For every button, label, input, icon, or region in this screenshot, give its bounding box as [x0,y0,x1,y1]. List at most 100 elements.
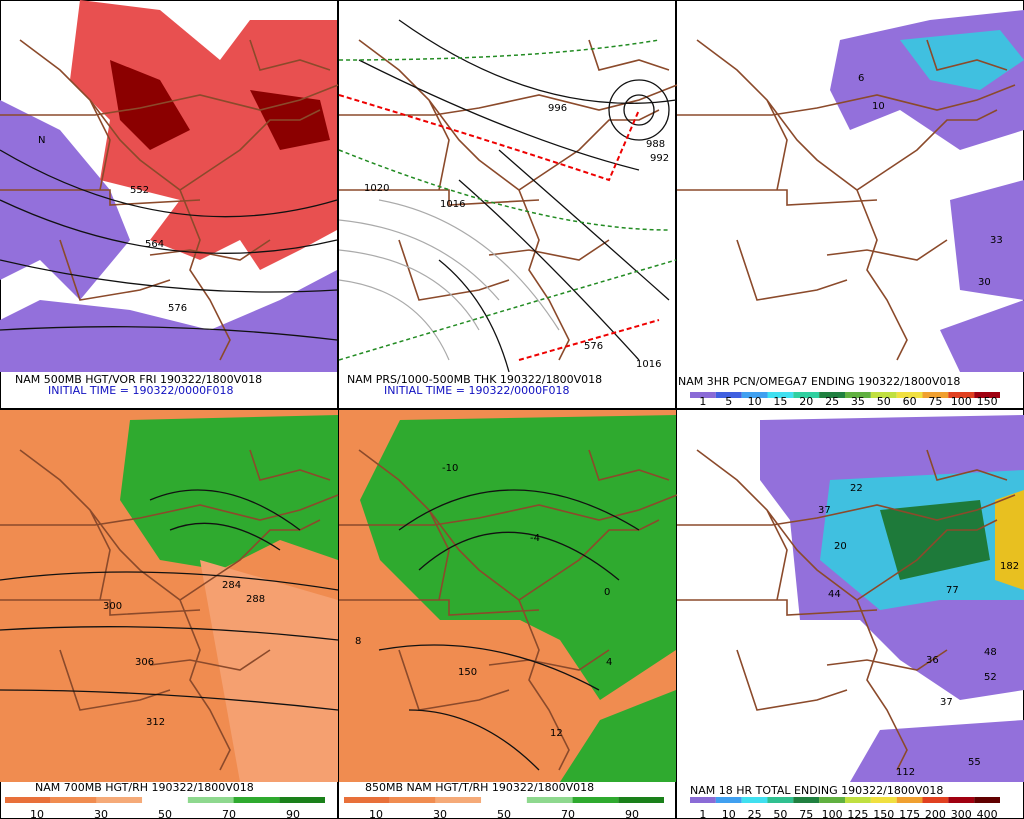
contour-label: 37 [818,505,831,516]
legend-label: 10 [748,395,762,408]
legend-swatch [715,392,742,398]
contour-label: -10 [442,463,458,474]
contour-label: 112 [896,767,915,778]
contour-label: 300 [103,601,122,612]
legend-swatch [767,392,794,398]
legend-label: 60 [903,395,917,408]
legend-swatch [96,797,143,803]
legend-swatch [741,392,768,398]
legend-swatch [5,797,51,803]
contour-label: 576 [584,341,603,352]
legend-label: 5 [725,395,732,408]
contour-label: 48 [984,647,997,658]
contour-label: 306 [135,657,154,668]
legend-swatch [922,797,949,803]
legend-swatch [481,797,527,803]
legend-swatch [233,797,280,803]
contour-label: 284 [222,580,241,591]
contour-label: 564 [145,239,164,250]
contour-label: 576 [168,303,187,314]
legend-swatch [767,797,794,803]
legend-label: 75 [799,808,813,819]
panel-title: 850MB NAM HGT/T/RH 190322/1800V018 [365,781,594,794]
contour-label: 4 [606,657,612,668]
legend-swatch [142,797,188,803]
panel-title: NAM 700MB HGT/RH 190322/1800V018 [35,781,254,794]
contour-label: 0 [604,587,610,598]
legend-label: 150 [977,395,998,408]
legend-swatch [845,797,871,803]
legend-swatch [922,392,949,398]
contour-label: 36 [926,655,939,666]
legend-label: 1 [699,808,706,819]
legend-swatch [896,392,923,398]
legend-label: 50 [773,808,787,819]
contour-label: 77 [946,585,959,596]
legend-label: 90 [286,808,300,819]
panel-title: NAM 3HR PCN/OMEGA7 ENDING 190322/1800V01… [678,375,960,388]
contour-label: N [38,135,45,146]
legend-label: 25 [748,808,762,819]
legend-label: 35 [851,395,865,408]
legend-label: 20 [799,395,813,408]
contour-label: 552 [130,185,149,196]
legend-swatch [389,797,436,803]
contour-label: 6 [858,73,864,84]
legend-label: 50 [158,808,172,819]
legend-swatch [870,392,897,398]
legend-label: 50 [497,808,511,819]
panel-title: NAM 500MB HGT/VOR FRI 190322/1800V018 [15,373,262,386]
legend-swatch [690,797,716,803]
legend-swatch [344,797,390,803]
legend-label: 10 [369,808,383,819]
contour-label: 12 [550,728,563,739]
legend-label: 70 [561,808,575,819]
legend-swatch [690,392,716,398]
legend-swatch [845,392,871,398]
legend-swatch [741,797,768,803]
legend-swatch [870,797,897,803]
legend-swatch [50,797,97,803]
panel-500mb: 552 564 576 N NAM 500MB HGT/VOR FRI 1903… [0,0,339,397]
legend-label: 400 [977,808,998,819]
contour-label: 55 [968,757,981,768]
legend-swatch [526,797,573,803]
legend-label: 75 [928,395,942,408]
legend-swatch [896,797,923,803]
legend-swatch [435,797,482,803]
legend-label: 1 [699,395,706,408]
legend-swatch [618,797,664,803]
panel-850mb: 150 -10 -4 0 4 8 12 850MB NAM HGT/T/RH 1… [338,410,678,794]
legend-label: 300 [951,808,972,819]
legend-swatch [948,392,975,398]
contour-label: 988 [646,139,665,150]
panel-total: 22 37 20 44 77 36 48 52 37 55 112 182 NA… [676,415,1024,797]
panel-title: NAM 18 HR TOTAL ENDING 190322/1800V018 [690,784,943,797]
legend-label: 150 [873,808,894,819]
legend-label: 30 [94,808,108,819]
legend-label: 30 [433,808,447,819]
legend-label: 10 [722,808,736,819]
legend-label: 125 [847,808,868,819]
legend-label: 100 [822,808,843,819]
legend-label: 90 [625,808,639,819]
legend-label: 175 [899,808,920,819]
contour-label: 1016 [440,199,465,210]
panel-precip: 6 10 33 30 NAM 3HR PCN/OMEGA7 ENDING 190… [676,10,1024,388]
contour-label: 52 [984,672,997,683]
contour-label: 8 [355,636,361,647]
contour-label: 312 [146,717,165,728]
legend-label: 200 [925,808,946,819]
legend-label: 50 [877,395,891,408]
panel-700mb: 300 306 312 284 288 NAM 700MB HGT/RH 190… [0,410,339,794]
legend-swatch [974,392,1000,398]
contour-label: 22 [850,483,863,494]
contour-label: 1016 [636,359,661,370]
legend-swatch [948,797,975,803]
contour-label: 44 [828,589,841,600]
legend-label: 100 [951,395,972,408]
panel-title: NAM PRS/1000-500MB THK 190322/1800V018 [347,373,602,386]
contour-label: 30 [978,277,991,288]
legend-label: 15 [773,395,787,408]
